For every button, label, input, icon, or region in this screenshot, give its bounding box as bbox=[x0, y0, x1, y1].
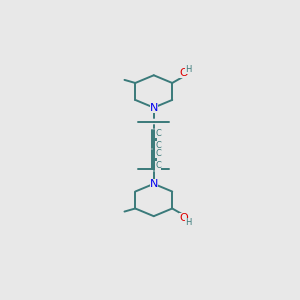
Text: C: C bbox=[155, 148, 161, 158]
Text: C: C bbox=[155, 161, 161, 170]
Text: O: O bbox=[179, 214, 188, 224]
Text: H: H bbox=[185, 218, 192, 227]
Text: O: O bbox=[179, 68, 188, 78]
Text: N: N bbox=[150, 103, 158, 112]
Text: C: C bbox=[155, 128, 161, 137]
Text: H: H bbox=[185, 64, 192, 74]
Text: N: N bbox=[150, 179, 158, 189]
Text: C: C bbox=[155, 141, 161, 150]
